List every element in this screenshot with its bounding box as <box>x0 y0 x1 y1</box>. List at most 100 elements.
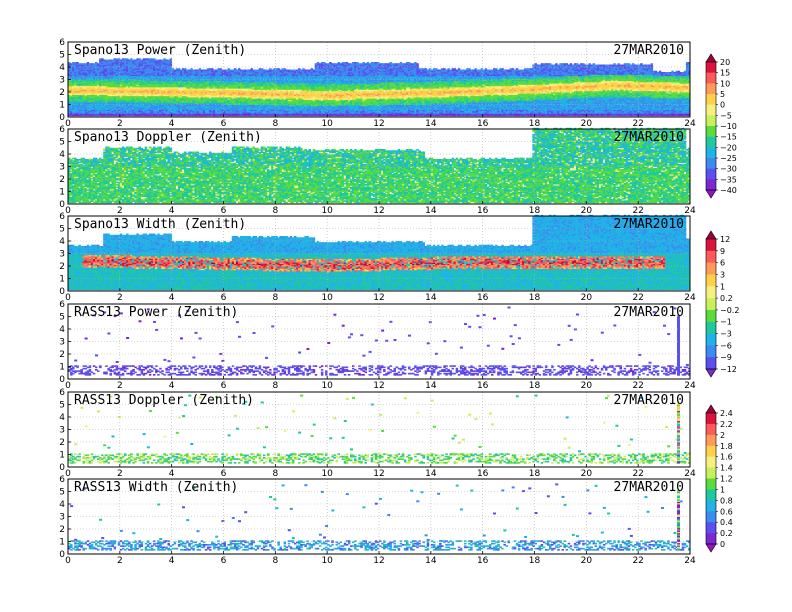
heatmap-cell <box>130 65 133 68</box>
heatmap-cell <box>144 100 148 103</box>
heatmap-cell <box>82 79 85 82</box>
heatmap-cell <box>68 85 71 88</box>
heatmap-cell <box>88 90 92 93</box>
heatmap-cell <box>153 73 156 75</box>
heatmap-cell <box>101 83 104 85</box>
heatmap-cell <box>115 104 119 107</box>
heatmap-cell <box>121 103 125 105</box>
heatmap-cell <box>146 74 150 77</box>
heatmap-cell <box>74 98 77 100</box>
heatmap-cell <box>134 85 137 88</box>
heatmap-cell <box>109 88 112 90</box>
heatmap-cell <box>159 110 162 113</box>
heatmap-cell <box>103 85 106 88</box>
heatmap-cell <box>146 77 150 79</box>
heatmap-cell <box>121 84 125 87</box>
heatmap-cell <box>113 103 117 105</box>
heatmap-cell <box>155 59 158 62</box>
heatmap-cell <box>101 73 104 75</box>
heatmap-cell <box>72 72 75 74</box>
heatmap-cell <box>95 73 98 75</box>
heatmap-cell <box>136 114 139 117</box>
heatmap-cell <box>80 85 83 88</box>
heatmap-cell <box>97 98 100 100</box>
heatmap-cell <box>130 68 133 70</box>
heatmap-cell <box>113 97 117 99</box>
heatmap-cell <box>68 109 71 112</box>
heatmap-cell <box>103 73 106 75</box>
heatmap-cell <box>113 59 117 62</box>
heatmap-cell <box>72 73 75 75</box>
heatmap-cell <box>119 59 123 62</box>
heatmap-cell <box>159 99 162 102</box>
heatmap-cell <box>132 69 135 72</box>
heatmap-cell <box>134 114 137 117</box>
heatmap-cell <box>80 104 83 107</box>
heatmap-cell <box>74 69 77 72</box>
heatmap-cell <box>72 93 75 95</box>
heatmap-cell <box>132 103 135 105</box>
heatmap-cell <box>130 108 133 110</box>
heatmap-cell <box>109 68 112 70</box>
heatmap-cell <box>153 108 156 110</box>
heatmap-cell <box>97 73 100 75</box>
heatmap-cell <box>68 107 71 109</box>
heatmap-cell <box>119 73 123 75</box>
heatmap-cell <box>136 85 139 88</box>
heatmap-cell <box>134 93 137 95</box>
heatmap-cell <box>86 65 90 68</box>
heatmap-cell <box>132 70 135 73</box>
heatmap-cell <box>136 67 139 69</box>
heatmap-cell <box>138 114 141 117</box>
heatmap-cell <box>105 100 108 103</box>
heatmap-cell <box>111 110 114 113</box>
heatmap-cell <box>103 82 106 84</box>
heatmap-cell <box>80 88 83 90</box>
heatmap-cell <box>157 88 160 90</box>
heatmap-cell <box>140 60 144 63</box>
heatmap-cell <box>121 72 125 74</box>
heatmap-cell <box>88 63 92 65</box>
heatmap-cell <box>101 92 104 94</box>
heatmap-cell <box>111 60 114 63</box>
heatmap-cell <box>146 75 150 78</box>
heatmap-cell <box>109 60 112 63</box>
heatmap-cell <box>111 112 114 114</box>
heatmap-cell <box>146 107 150 109</box>
heatmap-cell <box>113 108 117 110</box>
heatmap-cell <box>121 93 125 95</box>
heatmap-cell <box>144 69 148 72</box>
heatmap-cell <box>124 77 127 79</box>
heatmap-cell <box>88 74 92 77</box>
heatmap-cell <box>80 114 83 117</box>
heatmap-cell <box>148 110 152 113</box>
heatmap-cell <box>105 113 108 115</box>
heatmap-cell <box>117 92 121 94</box>
heatmap-cell <box>115 72 119 74</box>
heatmap-cell <box>117 88 121 90</box>
heatmap-cell <box>99 99 102 102</box>
heatmap-cell <box>88 69 92 72</box>
heatmap-cell <box>146 78 150 80</box>
heatmap-cell <box>88 98 92 100</box>
heatmap-cell <box>76 90 79 93</box>
heatmap-cell <box>150 59 154 62</box>
heatmap-cell <box>72 102 75 104</box>
heatmap-cell <box>144 90 148 93</box>
heatmap-cell <box>150 80 154 83</box>
heatmap-cell <box>105 89 108 92</box>
heatmap-cell <box>84 75 88 78</box>
heatmap-cell <box>223 69 226 72</box>
heatmap-cell <box>72 113 75 115</box>
heatmap-cell <box>148 72 152 74</box>
heatmap-cell <box>101 107 104 109</box>
heatmap-cell <box>146 87 150 89</box>
heatmap-cell <box>86 89 90 92</box>
heatmap-cell <box>157 67 160 69</box>
heatmap-cell <box>142 92 146 94</box>
heatmap-cell <box>142 108 146 110</box>
heatmap-cell <box>155 93 158 95</box>
heatmap-cell <box>84 68 88 70</box>
heatmap-cell <box>285 69 289 72</box>
heatmap-cell <box>88 67 92 69</box>
